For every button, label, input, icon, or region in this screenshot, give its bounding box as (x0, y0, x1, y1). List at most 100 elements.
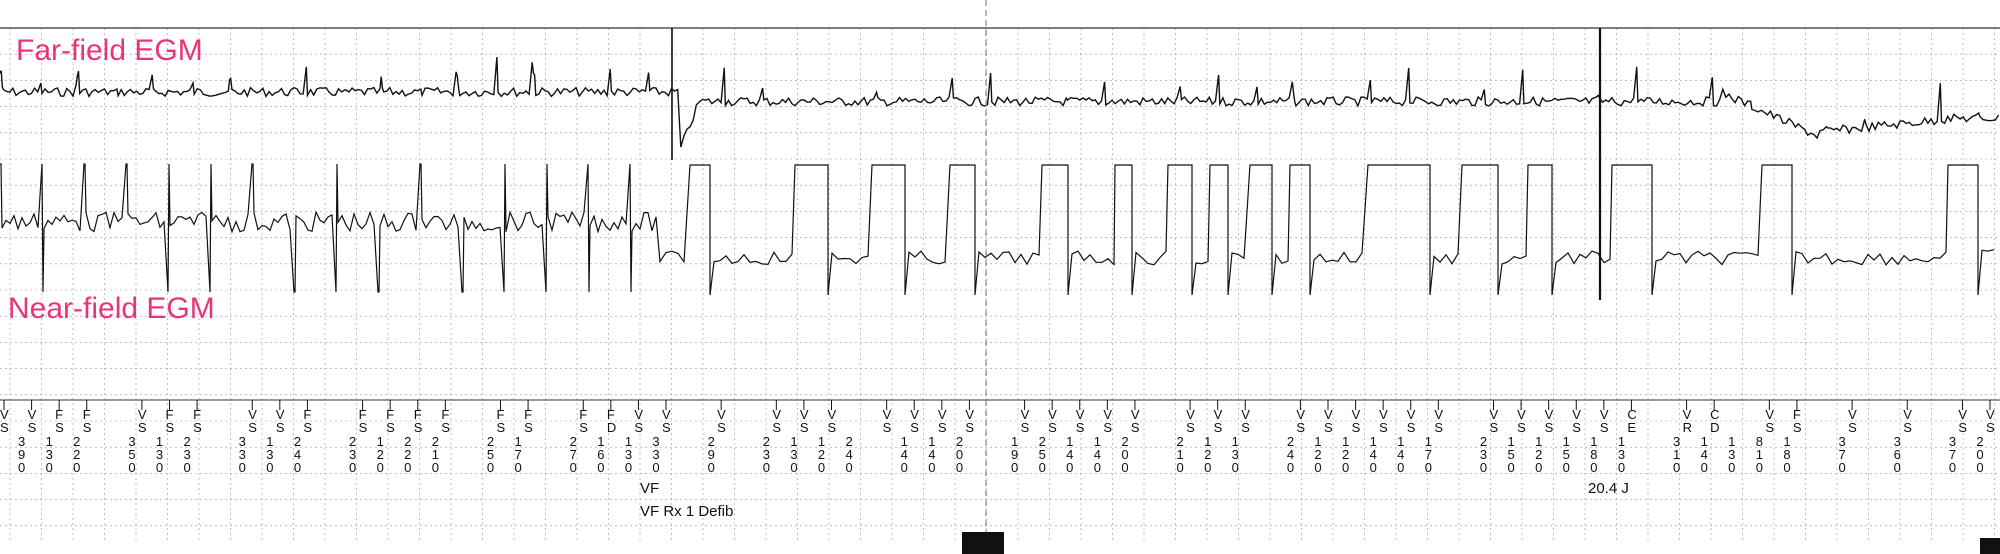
interval-digit: 2 (1480, 434, 1487, 449)
interval-digit: 4 (294, 447, 301, 462)
interval-digit: 7 (1949, 447, 1956, 462)
interval-digit: 1 (156, 434, 163, 449)
interval-digit: 4 (846, 447, 853, 462)
marker-label: V (1600, 407, 1609, 422)
interval-digit: 0 (1287, 460, 1294, 475)
interval-digit: 3 (239, 434, 246, 449)
marker-label: S (634, 420, 643, 435)
marker-label: V (1986, 407, 1995, 422)
marker-label: V (772, 407, 781, 422)
interval-digit: 2 (349, 434, 356, 449)
interval-digit: 1 (1342, 434, 1349, 449)
marker-label: V (1379, 407, 1388, 422)
marker-label: V (1490, 407, 1499, 422)
marker-label: V (1103, 407, 1112, 422)
marker-label: F (359, 407, 367, 422)
interval-digit: 0 (1480, 460, 1487, 475)
interval-digit: 7 (515, 447, 522, 462)
page-edge-mark (962, 532, 1004, 554)
marker-label: S (1021, 420, 1030, 435)
marker-label: S (1076, 420, 1085, 435)
interval-digit: 2 (432, 434, 439, 449)
interval-digit: 3 (1894, 434, 1901, 449)
marker-label: S (579, 420, 588, 435)
marker-label: F (83, 407, 91, 422)
interval-digit: 1 (625, 434, 632, 449)
interval-digit: 0 (1232, 460, 1239, 475)
interval-digit: 2 (184, 434, 191, 449)
marker-label: S (1958, 420, 1967, 435)
interval-digit: 1 (1590, 434, 1597, 449)
interval-digit: 3 (156, 447, 163, 462)
interval-digit: 0 (1342, 460, 1349, 475)
marker-label: S (800, 420, 809, 435)
marker-label: S (359, 420, 368, 435)
interval-digit: 3 (1839, 434, 1846, 449)
interval-digit: 7 (1425, 447, 1432, 462)
marker-label: V (965, 407, 974, 422)
interval-digit: 8 (1783, 447, 1790, 462)
interval-digit: 0 (1425, 460, 1432, 475)
marker-label: V (634, 407, 643, 422)
marker-label: C (1627, 407, 1636, 422)
interval-digit: 0 (294, 460, 301, 475)
interval-digit: 1 (266, 434, 273, 449)
marker-label: V (138, 407, 147, 422)
interval-digit: 1 (1204, 434, 1211, 449)
marker-label: S (1848, 420, 1857, 435)
marker-label: S (166, 420, 175, 435)
marker-label: S (1517, 420, 1526, 435)
marker-label: S (910, 420, 919, 435)
marker-label: F (524, 407, 532, 422)
interval-digit: 0 (1728, 460, 1735, 475)
interval-digit: 2 (1342, 447, 1349, 462)
marker-label: S (303, 420, 312, 435)
interval-digit: 3 (239, 447, 246, 462)
interval-digit: 1 (515, 434, 522, 449)
marker-label: V (28, 407, 37, 422)
interval-digit: 3 (184, 447, 191, 462)
marker-label: V (1076, 407, 1085, 422)
interval-digit: 3 (652, 447, 659, 462)
interval-digit: 1 (1535, 434, 1542, 449)
marker-label: S (497, 420, 506, 435)
marker-label: S (1352, 420, 1361, 435)
marker-label: V (1186, 407, 1195, 422)
marker-label: S (883, 420, 892, 435)
marker-label: V (1958, 407, 1967, 422)
interval-digit: 0 (1590, 460, 1597, 475)
interval-digit: 1 (1066, 434, 1073, 449)
marker-label: S (938, 420, 947, 435)
marker-label: F (303, 407, 311, 422)
interval-digit: 4 (1094, 447, 1101, 462)
marker-label: V (1765, 407, 1774, 422)
marker-label: S (1241, 420, 1250, 435)
interval-digit: 0 (901, 460, 908, 475)
marker-label: V (1848, 407, 1857, 422)
interval-digit: 0 (1894, 460, 1901, 475)
interval-digit: 2 (377, 447, 384, 462)
interval-digit: 0 (156, 460, 163, 475)
interval-digit: 0 (763, 460, 770, 475)
interval-digit: 4 (928, 447, 935, 462)
marker-label: S (1048, 420, 1057, 435)
marker-label: V (828, 407, 837, 422)
marker-label: S (965, 420, 974, 435)
interval-digit: 2 (1204, 447, 1211, 462)
interval-digit: 0 (432, 460, 439, 475)
marker-label: S (386, 420, 395, 435)
marker-label: S (717, 420, 726, 435)
marker-label: S (828, 420, 837, 435)
marker-label: S (441, 420, 450, 435)
marker-label: V (1324, 407, 1333, 422)
marker-label: S (662, 420, 671, 435)
marker-label: S (276, 420, 285, 435)
interval-digit: 2 (1287, 434, 1294, 449)
interval-digit: 8 (1590, 447, 1597, 462)
interval-digit: 3 (1949, 434, 1956, 449)
interval-digit: 4 (1701, 447, 1708, 462)
marker-label: V (1545, 407, 1554, 422)
interval-digit: 1 (901, 434, 908, 449)
marker-label: V (910, 407, 919, 422)
marker-label: F (193, 407, 201, 422)
